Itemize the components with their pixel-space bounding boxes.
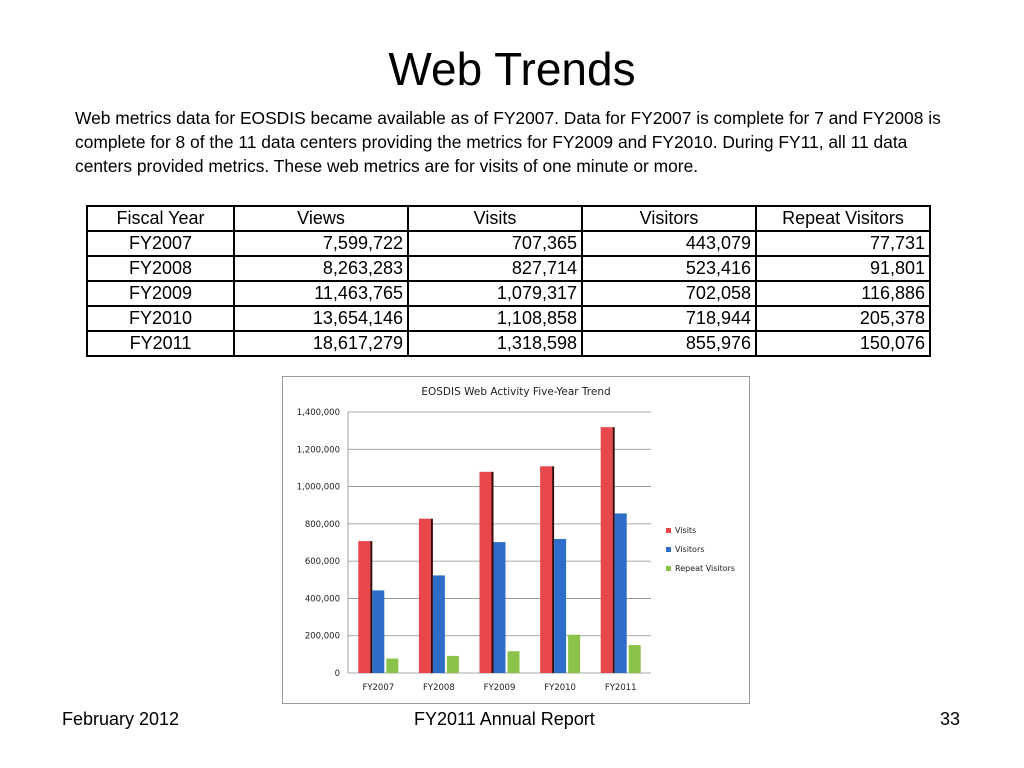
cell-visitors: 702,058 [581,280,757,307]
y-tick-label: 200,000 [305,632,340,642]
footer-date: February 2012 [62,709,180,729]
bar-visits [418,518,431,673]
bar-visits [600,427,613,673]
bar-visits [358,541,371,673]
legend-swatch [666,528,671,533]
cell-visitors: 443,079 [581,230,757,257]
bar-repeat-visitors [446,655,459,673]
bar-visitors [614,513,627,673]
cell-visits: 707,365 [407,230,583,257]
cell-repeat-visitors: 205,378 [755,305,931,332]
bar-repeat-visitors [568,634,581,673]
bar-visitors [554,538,567,673]
bar-shadow [552,466,555,673]
cell-fiscal-year: FY2008 [86,255,235,282]
x-tick-label: FY2007 [362,683,394,693]
cell-views: 18,617,279 [233,330,409,357]
cell-visitors: 718,944 [581,305,757,332]
y-tick-label: 1,400,000 [297,408,340,418]
footer-report-title: FY2011 Annual Report [414,709,595,729]
legend-item: Repeat Visitors [675,564,735,573]
bar-visits [479,471,492,673]
table-row: FY2009 11,463,765 1,079,317 702,058 116,… [86,280,931,307]
cell-repeat-visitors: 150,076 [755,330,931,357]
bar-visitors [372,590,385,673]
table-row: FY2007 7,599,722 707,365 443,079 77,731 [86,230,931,257]
header-visitors: Visitors [581,205,757,232]
cell-visitors: 855,976 [581,330,757,357]
cell-views: 13,654,146 [233,305,409,332]
bar-visitors [493,542,506,673]
cell-visits: 1,108,858 [407,305,583,332]
bar-repeat-visitors [507,651,520,673]
table-row: FY2010 13,654,146 1,108,858 718,944 205,… [86,305,931,332]
table-row: FY2008 8,263,283 827,714 523,416 91,801 [86,255,931,282]
cell-repeat-visitors: 91,801 [755,255,931,282]
cell-fiscal-year: FY2010 [86,305,235,332]
x-tick-label: FY2011 [605,683,637,693]
cell-visits: 1,318,598 [407,330,583,357]
x-tick-label: FY2010 [544,683,576,693]
bar-repeat-visitors [628,645,641,673]
y-tick-label: 1,000,000 [297,483,340,493]
header-fiscal-year: Fiscal Year [86,205,235,232]
bar-visits [540,466,553,673]
cell-fiscal-year: FY2011 [86,330,235,357]
legend-swatch [666,547,671,552]
metrics-table: Fiscal Year Views Visits Visitors Repeat… [86,205,931,357]
cell-repeat-visitors: 77,731 [755,230,931,257]
legend-swatch [666,566,671,571]
bar-shadow [612,427,615,673]
cell-fiscal-year: FY2009 [86,280,235,307]
cell-views: 7,599,722 [233,230,409,257]
bar-shadow [370,541,373,673]
legend-item: Visits [675,526,696,535]
chart-title: EOSDIS Web Activity Five-Year Trend [421,386,610,398]
y-tick-label: 0 [335,669,340,679]
header-visits: Visits [407,205,583,232]
y-tick-label: 600,000 [305,557,340,567]
y-tick-label: 400,000 [305,594,340,604]
table-header-row: Fiscal Year Views Visits Visitors Repeat… [86,205,931,232]
y-tick-label: 1,200,000 [297,445,340,455]
page-number: 33 [940,709,961,729]
header-views: Views [233,205,409,232]
slide-title: Web Trends [388,43,636,95]
bar-shadow [430,518,433,673]
cell-repeat-visitors: 116,886 [755,280,931,307]
x-tick-label: FY2009 [484,683,516,693]
x-tick-label: FY2008 [423,683,455,693]
cell-visits: 827,714 [407,255,583,282]
intro-paragraph: Web metrics data for EOSDIS became avail… [75,108,941,176]
table-row: FY2011 18,617,279 1,318,598 855,976 150,… [86,330,931,357]
bar-shadow [491,471,494,673]
cell-views: 8,263,283 [233,255,409,282]
cell-fiscal-year: FY2007 [86,230,235,257]
y-tick-label: 800,000 [305,520,340,530]
chart-frame: EOSDIS Web Activity Five-Year Trend 0 200,… [282,376,750,704]
bar-repeat-visitors [386,658,399,673]
header-repeat-visitors: Repeat Visitors [755,205,931,232]
web-activity-bar-chart: EOSDIS Web Activity Five-Year Trend 0 200,… [297,386,735,693]
cell-views: 11,463,765 [233,280,409,307]
cell-visitors: 523,416 [581,255,757,282]
legend-item: Visitors [675,545,704,554]
bar-visitors [432,575,445,673]
cell-visits: 1,079,317 [407,280,583,307]
